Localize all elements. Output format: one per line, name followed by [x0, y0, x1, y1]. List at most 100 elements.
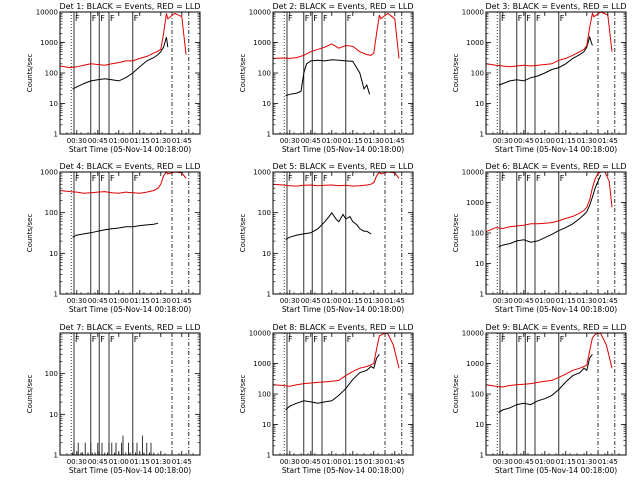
y-axis-label: Counts/sec	[239, 375, 247, 414]
x-tick-label: 00:45	[301, 458, 321, 466]
y-tick-label: 10000	[249, 330, 271, 338]
flag-label: F	[501, 14, 506, 23]
flag-label: F	[313, 335, 318, 344]
y-tick-label: 10	[49, 250, 58, 258]
y-tick-label: 1	[480, 291, 484, 299]
flag-label: F	[518, 14, 523, 23]
flag-label: F	[560, 174, 565, 183]
x-tick-label: 01:15	[556, 137, 576, 145]
x-tick-label: 01:30	[577, 458, 597, 466]
panel-title: Det 1: BLACK = Events, RED = LLD	[60, 2, 201, 11]
x-tick-label: 00:30	[493, 137, 513, 145]
x-tick-label: 01:00	[322, 137, 342, 145]
flag-label: F	[518, 174, 523, 183]
x-tick-label: 01:00	[109, 458, 129, 466]
y-tick-label: 10	[262, 421, 271, 429]
x-tick-label: 01:45	[598, 297, 618, 305]
flag-label: F	[347, 335, 352, 344]
x-axis-label: Start Time (05-Nov-14 00:18:00)	[495, 305, 617, 314]
flag-label: F	[305, 14, 310, 23]
y-tick-label: 1000	[40, 39, 58, 47]
panel-title: Det 9: BLACK = Events, RED = LLD	[486, 323, 627, 332]
x-tick-label: 01:45	[385, 458, 405, 466]
y-tick-label: 100	[258, 70, 271, 78]
plot-frame	[272, 171, 414, 295]
x-tick-label: 01:15	[130, 458, 150, 466]
y-tick-label: 10	[262, 250, 271, 258]
x-tick-label: 01:45	[172, 137, 192, 145]
lld-series-line	[272, 332, 400, 387]
y-tick-label: 10000	[462, 169, 484, 177]
flag-label: F	[110, 335, 115, 344]
y-tick-label: 100	[471, 230, 484, 238]
y-tick-label: 1000	[253, 39, 271, 47]
flag-label: F	[305, 174, 310, 183]
y-tick-label: 1	[54, 291, 58, 299]
lld-series-line	[485, 171, 613, 233]
panel-title: Det 7: BLACK = Events, RED = LLD	[60, 323, 201, 332]
x-tick-label: 00:30	[280, 137, 300, 145]
y-tick-label: 100	[45, 70, 58, 78]
x-tick-label: 01:45	[385, 297, 405, 305]
x-tick-label: 01:00	[109, 297, 129, 305]
y-axis-label: Counts/sec	[452, 54, 460, 93]
flag-label: F	[75, 14, 80, 23]
x-tick-label: 00:45	[88, 297, 108, 305]
y-axis-label: Counts/sec	[26, 214, 34, 253]
panel-title: Det 3: BLACK = Events, RED = LLD	[486, 2, 627, 11]
flag-label: F	[288, 14, 293, 23]
flag-label: F	[536, 14, 541, 23]
x-tick-label: 01:00	[535, 137, 555, 145]
y-tick-label: 10	[475, 100, 484, 108]
x-axis-label: Start Time (05-Nov-14 00:18:00)	[282, 145, 404, 154]
x-tick-label: 00:45	[514, 297, 534, 305]
x-tick-label: 01:45	[172, 458, 192, 466]
panel-title: Det 2: BLACK = Events, RED = LLD	[273, 2, 414, 11]
y-tick-label: 10	[49, 100, 58, 108]
y-axis-label: Counts/sec	[239, 214, 247, 253]
plot-frame	[59, 171, 201, 295]
y-tick-label: 1000	[253, 360, 271, 368]
x-tick-label: 00:45	[88, 137, 108, 145]
y-tick-label: 1000	[466, 199, 484, 207]
x-tick-label: 01:15	[343, 137, 363, 145]
flag-label: F	[75, 174, 80, 183]
flag-label: F	[313, 174, 318, 183]
x-tick-label: 01:45	[598, 458, 618, 466]
flag-label: F	[347, 174, 352, 183]
x-tick-label: 01:45	[172, 297, 192, 305]
panel-title: Det 5: BLACK = Events, RED = LLD	[273, 162, 414, 171]
x-tick-label: 00:30	[67, 458, 87, 466]
y-tick-label: 100	[471, 391, 484, 399]
y-tick-label: 100	[258, 391, 271, 399]
x-tick-label: 01:15	[556, 458, 576, 466]
x-tick-label: 01:00	[109, 137, 129, 145]
y-tick-label: 10	[262, 100, 271, 108]
x-axis-label: Start Time (05-Nov-14 00:18:00)	[495, 466, 617, 475]
x-tick-label: 00:45	[514, 137, 534, 145]
x-tick-label: 01:15	[343, 458, 363, 466]
y-tick-label: 100	[258, 209, 271, 217]
flag-label: F	[305, 335, 310, 344]
panel-title: Det 4: BLACK = Events, RED = LLD	[60, 162, 201, 171]
lld-series-line	[485, 11, 613, 68]
plot-frame	[272, 332, 414, 456]
x-axis-label: Start Time (05-Nov-14 00:18:00)	[282, 305, 404, 314]
lld-series-line	[485, 332, 613, 388]
flag-label: F	[536, 335, 541, 344]
y-tick-label: 10	[475, 421, 484, 429]
x-tick-label: 00:45	[301, 137, 321, 145]
y-tick-label: 100	[45, 209, 58, 217]
events-series-line	[498, 35, 593, 86]
x-tick-label: 01:30	[151, 458, 171, 466]
flag-label: F	[100, 174, 105, 183]
flag-label: F	[347, 14, 352, 23]
y-axis-label: Counts/sec	[239, 54, 247, 93]
x-tick-label: 01:15	[130, 137, 150, 145]
